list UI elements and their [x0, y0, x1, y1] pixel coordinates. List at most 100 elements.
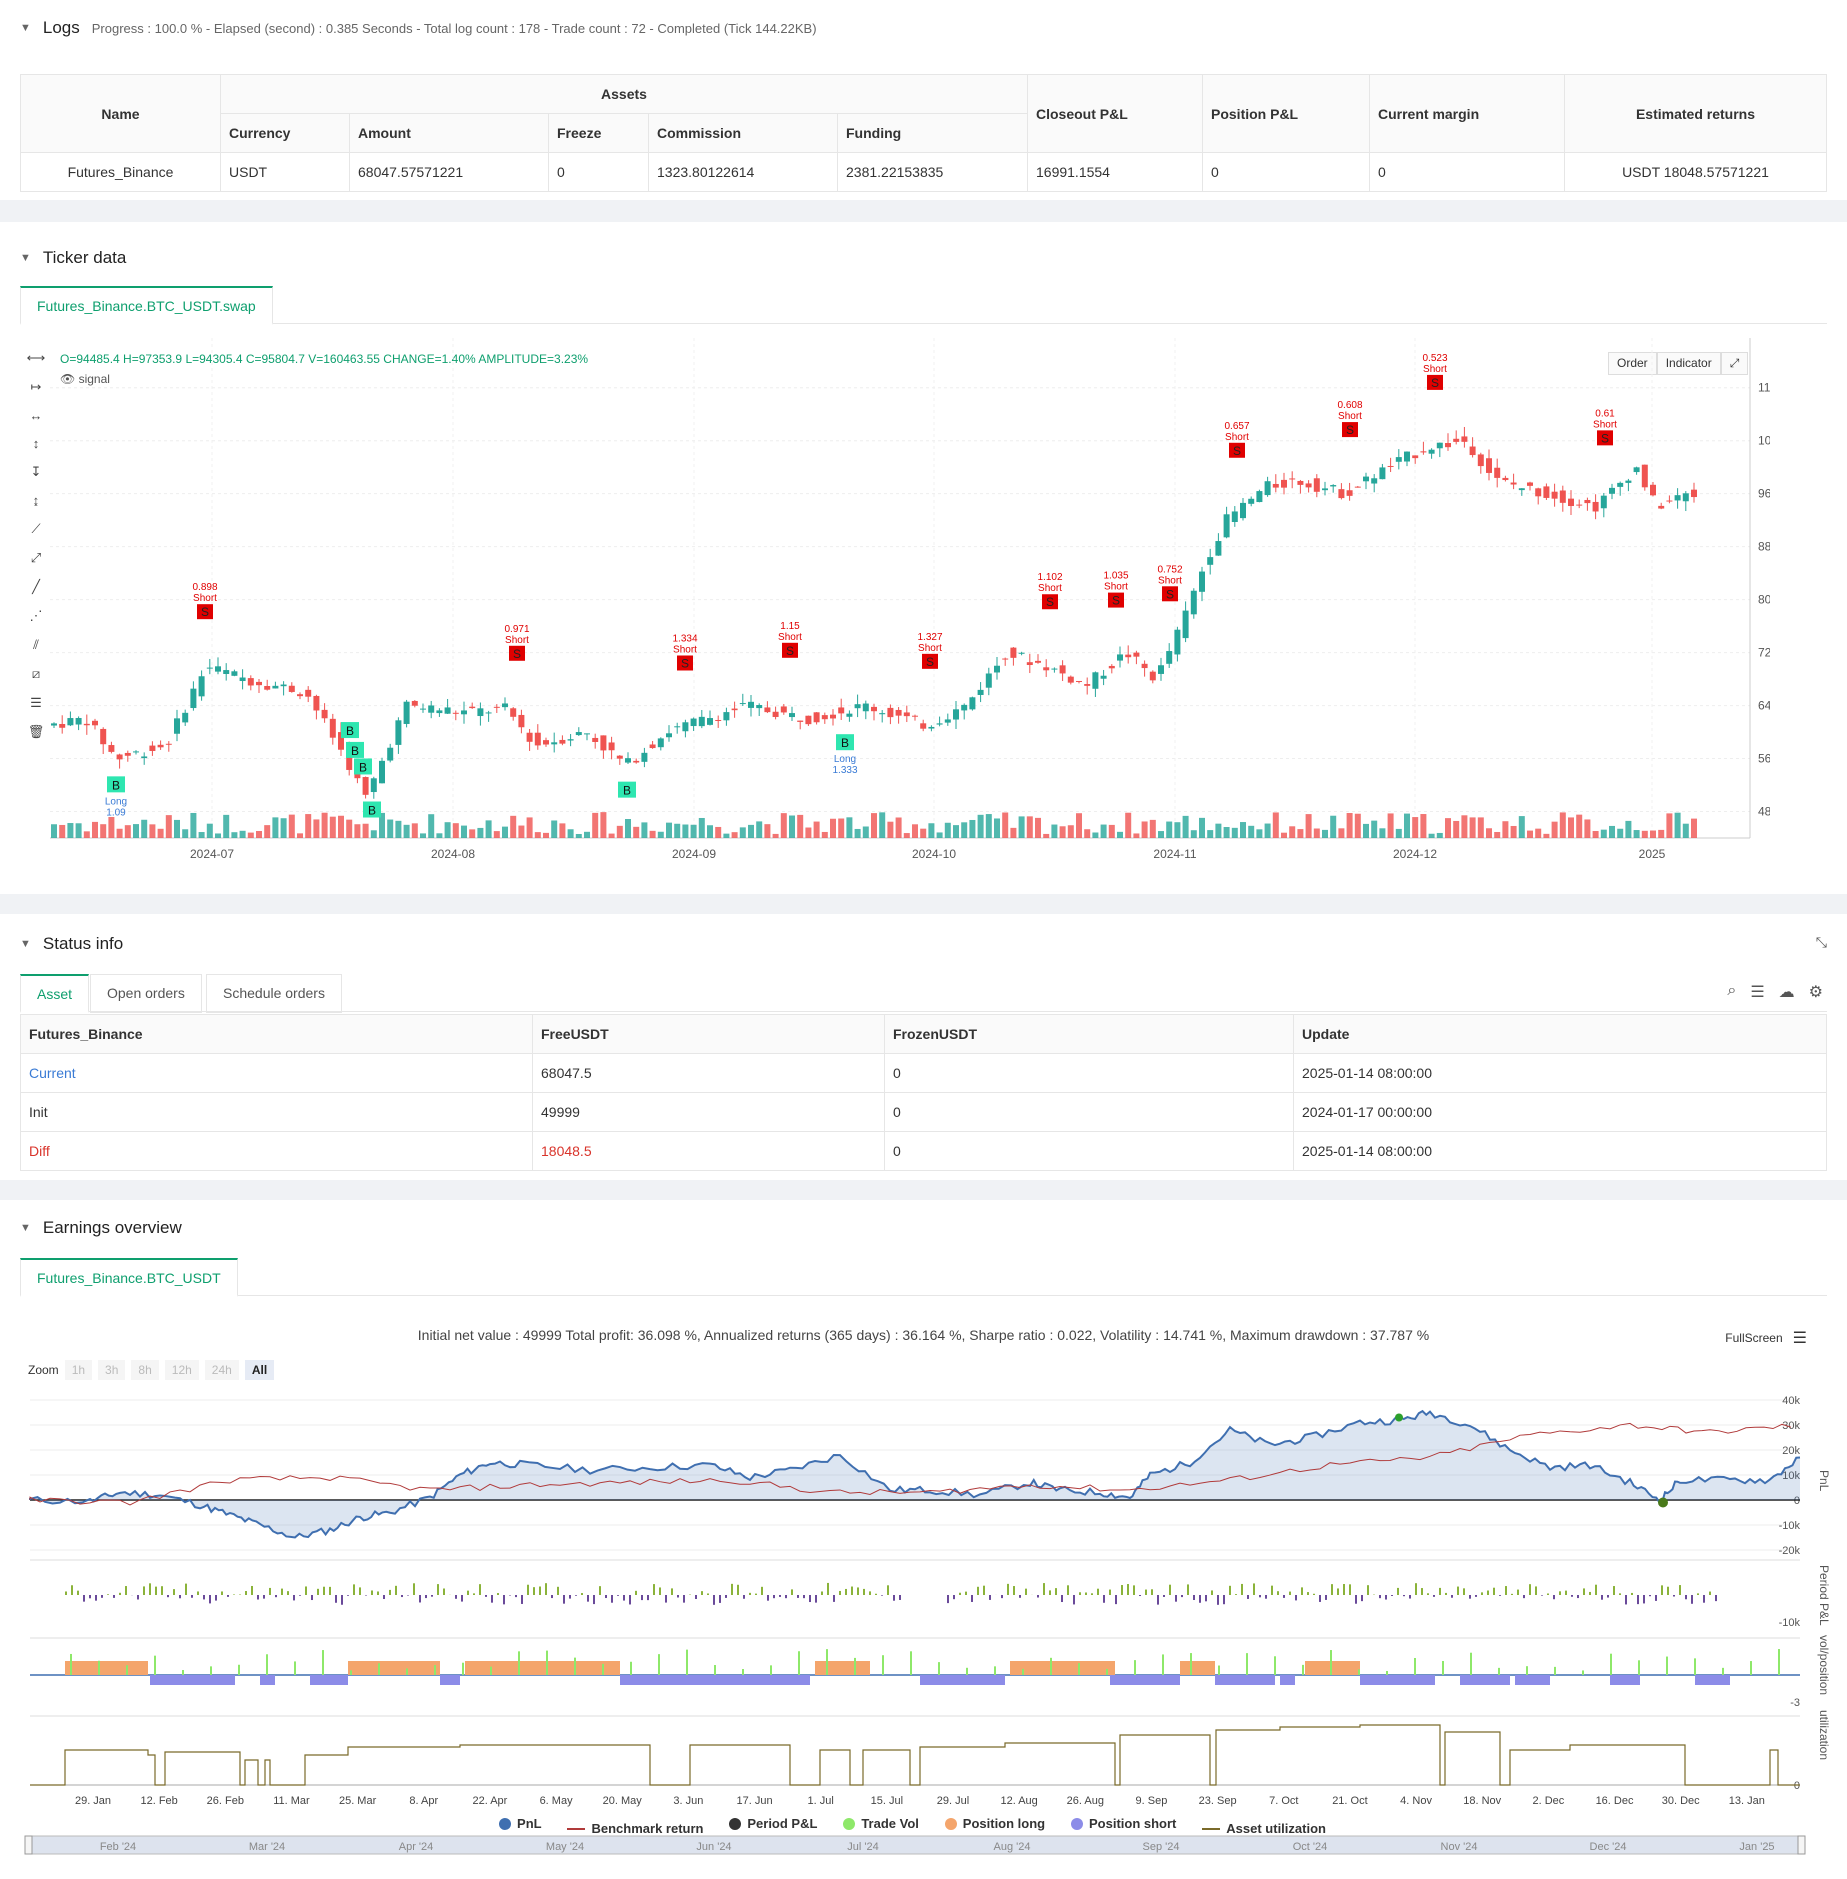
candle-body	[1084, 684, 1091, 686]
volume-bar	[1428, 833, 1435, 838]
volume-bar	[1010, 827, 1017, 838]
zoom-all[interactable]: All	[244, 1360, 275, 1380]
period-bar	[575, 1595, 577, 1596]
horizontal-segment-icon[interactable]: ↔	[29, 408, 43, 423]
vertical-line-icon[interactable]: ↕	[32, 436, 40, 451]
signal-toggle[interactable]: 👁 signal	[60, 372, 110, 386]
collapse-icon[interactable]: ⤡	[1815, 934, 1827, 950]
legend-benchmark[interactable]: Benchmark return	[567, 1821, 703, 1836]
volume-bar	[108, 816, 115, 838]
expand-icon[interactable]: ⤢	[1720, 352, 1749, 375]
ticker-header[interactable]: ▼ Ticker data	[20, 248, 126, 268]
volume-bar	[1346, 813, 1353, 838]
logs-header[interactable]: ▼ Logs Progress : 100.0 % - Elapsed (sec…	[20, 18, 817, 38]
tab-asset[interactable]: Asset	[20, 974, 90, 1013]
list-icon[interactable]: ☰	[1750, 984, 1765, 1001]
volume-bar	[124, 825, 131, 838]
volume-bar	[1067, 825, 1074, 838]
segment-icon[interactable]: ╱	[32, 579, 40, 594]
volume-bar	[354, 824, 361, 838]
cloud-download-icon[interactable]: ☁	[1778, 984, 1795, 1001]
legend-tradevol[interactable]: Trade Vol	[843, 1816, 919, 1831]
zoom-24h[interactable]: 24h	[204, 1360, 239, 1380]
collapse-caret-icon[interactable]: ▼	[20, 938, 31, 950]
eye-icon[interactable]: 👁	[60, 372, 76, 386]
horizontal-ray-icon[interactable]: ↦	[30, 379, 42, 394]
cell-free: 68047.5	[532, 1053, 885, 1093]
tab-earnings-symbol[interactable]: Futures_Binance.BTC_USDT	[20, 1258, 238, 1297]
period-bar	[245, 1591, 247, 1595]
candle-body	[215, 666, 221, 672]
legend-posshort[interactable]: Position short	[1071, 1816, 1176, 1831]
period-bar	[947, 1595, 949, 1604]
zoom-8h[interactable]: 8h	[131, 1360, 159, 1380]
tab-open-orders[interactable]: Open orders	[90, 974, 202, 1013]
legend-util[interactable]: Asset utilization	[1202, 1821, 1326, 1836]
trash-icon[interactable]: 🗑	[27, 724, 45, 739]
volume-bar	[420, 833, 426, 838]
menu-icon[interactable]: ☰	[1792, 1330, 1807, 1347]
period-bar	[1283, 1595, 1285, 1598]
price-line-icon[interactable]: ⋰	[29, 608, 43, 623]
row-current-link[interactable]: Current	[20, 1053, 533, 1093]
ray-line-icon[interactable]: ⤢	[30, 550, 42, 565]
fullscreen-button[interactable]: FullScreen	[1725, 1331, 1783, 1345]
long-signal-glyph: B	[368, 804, 376, 818]
legend-period[interactable]: Period P&L	[729, 1816, 817, 1831]
trend-line-icon[interactable]: ⟋	[31, 521, 41, 536]
short-signal-value: 0.657	[1224, 421, 1249, 432]
collapse-caret-icon[interactable]: ▼	[20, 252, 31, 264]
tab-ticker-symbol[interactable]: Futures_Binance.BTC_USDT.swap	[20, 286, 273, 325]
x-tick-label: 2024-10	[912, 847, 956, 861]
zoom-1h[interactable]: 1h	[64, 1360, 93, 1380]
search-icon[interactable]: ⌕	[1727, 982, 1737, 999]
period-bar	[467, 1590, 469, 1595]
candle-body	[1322, 488, 1328, 491]
candlestick-chart[interactable]: 112,000.00 104,000.00 96,000.00 88,000.00 80…	[50, 338, 1770, 878]
volume-bar	[633, 826, 640, 838]
collapse-caret-icon[interactable]: ▼	[20, 22, 31, 34]
position-tick: -3	[1790, 1697, 1800, 1709]
period-bar	[851, 1586, 853, 1595]
legend-pnl[interactable]: PnL	[499, 1816, 542, 1831]
fib-icon[interactable]: ⧄	[31, 666, 41, 681]
status-header[interactable]: ▼ Status info	[20, 934, 123, 954]
gear-icon[interactable]: ⚙	[1808, 984, 1823, 1001]
indicator-button[interactable]: Indicator	[1656, 352, 1721, 375]
position-long-bar	[550, 1661, 620, 1675]
parallel-channel-icon[interactable]: ⫽	[33, 637, 39, 652]
candle-body	[1354, 486, 1361, 488]
period-bar	[419, 1595, 421, 1603]
period-bar	[1337, 1588, 1339, 1595]
volume-bar	[1633, 830, 1640, 838]
period-bar	[293, 1595, 295, 1601]
period-bar	[1619, 1593, 1621, 1595]
tab-schedule-orders[interactable]: Schedule orders	[206, 974, 342, 1013]
period-bar	[791, 1589, 793, 1595]
zoom-3h[interactable]: 3h	[98, 1360, 126, 1380]
zoom-12h[interactable]: 12h	[164, 1360, 199, 1380]
earnings-chart[interactable]: 40k 30k 20k 10k 0 -10k -20k PnL -10k Period P&L -3…	[0, 1390, 1847, 1879]
candle-body	[1600, 495, 1607, 509]
layers-icon[interactable]: ☰	[30, 695, 42, 710]
vertical-segment-icon[interactable]: ↨	[32, 493, 40, 508]
nav-tick-label: Oct '24	[1293, 1841, 1328, 1853]
period-bar	[413, 1583, 415, 1595]
cell-closeout: 16991.1554	[1027, 152, 1203, 192]
order-button[interactable]: Order	[1608, 352, 1657, 375]
legend-poslong[interactable]: Position long	[944, 1816, 1045, 1831]
trade-vol-bar	[1078, 1663, 1080, 1675]
candle-body	[608, 742, 615, 751]
vertical-ray-icon[interactable]: ↧	[30, 464, 42, 479]
earnings-header[interactable]: ▼ Earnings overview	[20, 1218, 182, 1238]
candle-body	[428, 705, 435, 713]
period-bar	[1115, 1595, 1117, 1605]
fullscreen-control[interactable]: FullScreen ☰	[1725, 1328, 1807, 1348]
candle-body	[1018, 652, 1025, 654]
collapse-caret-icon[interactable]: ▼	[20, 1222, 31, 1234]
trade-vol-bar	[1190, 1653, 1192, 1675]
horizontal-line-icon[interactable]: ⟷	[26, 350, 46, 365]
trade-vol-bar	[882, 1655, 884, 1675]
cell-returns: USDT 18048.57571221	[1564, 152, 1827, 192]
period-bar	[635, 1590, 637, 1595]
